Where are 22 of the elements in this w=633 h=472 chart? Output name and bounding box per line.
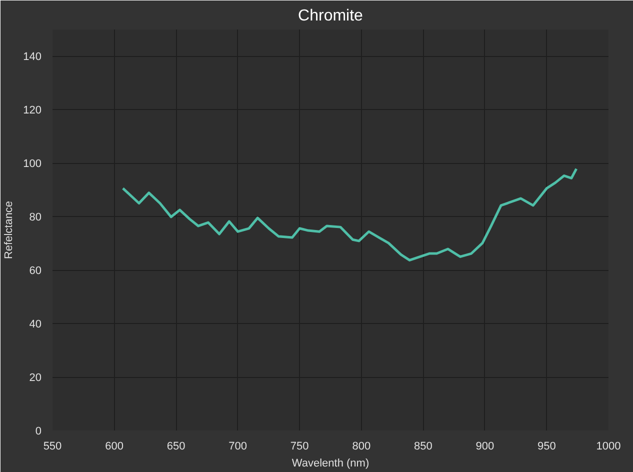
x-tick-label: 600 xyxy=(105,440,124,452)
y-tick-label: 20 xyxy=(29,372,42,384)
y-tick-label: 80 xyxy=(29,212,42,224)
y-tick-label: 140 xyxy=(23,51,42,64)
y-axis-title: Refelctance xyxy=(3,200,16,260)
x-tick-label: 900 xyxy=(476,440,494,452)
x-tick-label: 1000 xyxy=(596,440,621,452)
x-tick-label: 550 xyxy=(43,440,62,452)
x-tick-label: 800 xyxy=(352,440,371,452)
x-tick-label: 950 xyxy=(538,440,556,452)
y-tick-label: 40 xyxy=(29,318,42,331)
x-tick-label: 700 xyxy=(228,440,248,452)
chart-title: Chromite xyxy=(298,8,364,24)
y-tick-label: 100 xyxy=(23,158,42,170)
y-tick-label: 60 xyxy=(29,265,42,278)
y-tick-label: 120 xyxy=(23,104,42,117)
x-tick-label: 650 xyxy=(166,440,186,452)
x-axis-title: Wavelenth (nm) xyxy=(292,458,370,470)
x-tick-label: 850 xyxy=(414,440,432,452)
x-tick-label: 750 xyxy=(290,440,309,452)
line-series xyxy=(122,168,578,262)
y-tick-label: 0 xyxy=(35,426,42,438)
